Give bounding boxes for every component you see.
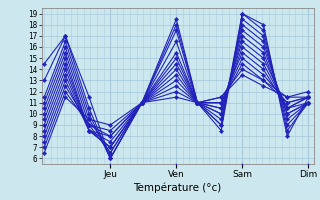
- X-axis label: Température (°c): Température (°c): [133, 183, 222, 193]
